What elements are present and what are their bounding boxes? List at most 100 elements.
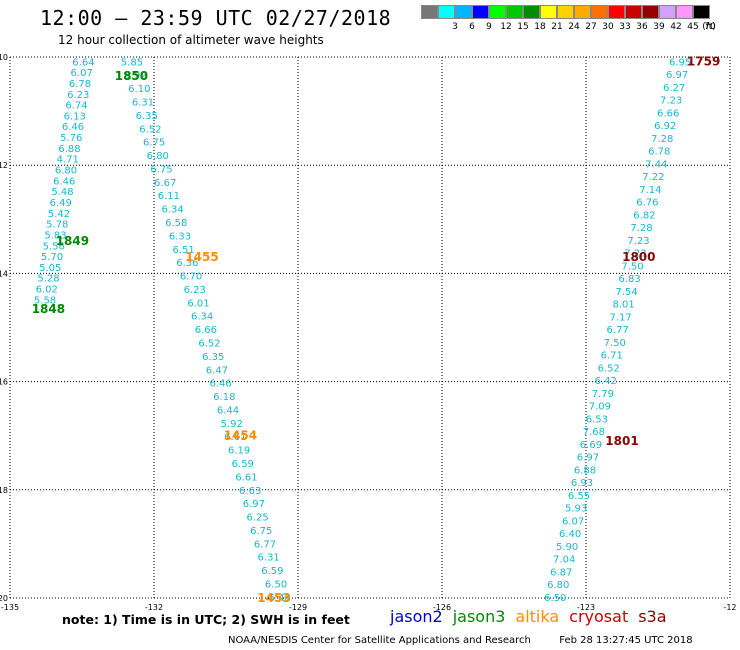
- wave-height-value: 7.04: [553, 555, 575, 566]
- wave-height-value: 6.59: [261, 566, 283, 577]
- page-title: 12:00 — 23:59 UTC 02/27/2018: [40, 6, 392, 30]
- pass-time-label: 1453: [257, 591, 290, 605]
- wave-height-value: 6.19: [228, 446, 250, 457]
- wave-height-value: 5.70: [41, 252, 63, 263]
- lon-tick-label: -12: [723, 603, 736, 612]
- legend-label: 39: [653, 22, 665, 32]
- wave-height-value: 6.18: [213, 392, 235, 403]
- wave-height-value: 6.48: [269, 593, 291, 604]
- wave-height-value: 6.82: [633, 210, 655, 221]
- wave-height-value: 7.23: [660, 96, 682, 107]
- wave-height-value: 5.56: [43, 241, 65, 252]
- footer-timestamp: Feb 28 13:27:45 UTC 2018: [559, 635, 693, 646]
- lat-tick-label: 10: [0, 53, 8, 62]
- wave-height-value: 6.34: [161, 205, 183, 216]
- wave-height-value: 6.36: [176, 258, 198, 269]
- color-legend: 3 6 9 12 15 18 21 24 27 30 33 36 39 42 45 70 (ft): [421, 5, 740, 33]
- wave-height-value: 6.97: [243, 499, 265, 510]
- wave-height-value: 6.76: [636, 198, 658, 209]
- wave-height-value: 6.97: [666, 70, 688, 81]
- wave-height-value: 6.66: [657, 108, 679, 119]
- wave-height-value: 6.53: [586, 414, 608, 425]
- legend-swatch: [659, 5, 676, 19]
- wave-height-value: 6.61: [224, 432, 246, 443]
- axis-ticks: -135 -132 -129 -126 -123 -12 10 12 14 16 18 20: [0, 53, 737, 612]
- wave-height-value: 5.42: [48, 209, 70, 220]
- legend-label: 21: [551, 22, 563, 32]
- lat-tick-label: 20: [0, 594, 8, 603]
- wave-height-value: 7.14: [639, 185, 661, 196]
- wave-height-value: 6.88: [574, 465, 596, 476]
- wave-height-value: 6.52: [139, 124, 161, 135]
- satellite-name: s3a: [638, 607, 667, 626]
- wave-height-value: 6.64: [72, 57, 94, 68]
- wave-height-value: 6.95: [669, 57, 691, 68]
- footer-agency: NOAA/NESDIS Center for Satellite Applica…: [228, 635, 531, 646]
- wave-height-value: 6.59: [232, 459, 254, 470]
- wave-height-value: 6.63: [239, 486, 261, 497]
- wave-height-value: 6.74: [65, 101, 87, 112]
- wave-height-value: 7.50: [604, 338, 626, 349]
- legend-label: 33: [619, 22, 631, 32]
- lon-tick-label: -126: [433, 603, 451, 612]
- legend-swatch: [421, 5, 438, 19]
- legend-swatches: [421, 5, 740, 19]
- wave-height-value: 6.78: [69, 79, 91, 90]
- wave-height-value: 6.27: [663, 83, 685, 94]
- wave-height-value: 6.40: [559, 529, 581, 540]
- legend-swatch: [455, 5, 472, 19]
- wave-height-value: 7.23: [627, 236, 649, 247]
- wave-height-value: 6.31: [258, 553, 280, 564]
- wave-height-value: 7.54: [615, 287, 637, 298]
- page-subtitle: 12 hour collection of altimeter wave hei…: [58, 33, 324, 47]
- map-grid: [9, 56, 731, 599]
- units-note: note: 1) Time is in UTC; 2) SWH is in fe…: [62, 612, 350, 627]
- pass-time-label: 1850: [115, 69, 148, 83]
- wave-height-value: 5.05: [39, 263, 61, 274]
- wave-height-value: 6.69: [580, 440, 602, 451]
- wave-height-value: 5.90: [556, 542, 578, 553]
- lon-tick-label: -132: [145, 603, 163, 612]
- wave-height-value: 7.17: [610, 312, 632, 323]
- wave-height-value: 6.46: [53, 176, 75, 187]
- satellite-tracks: 6.646.076.786.236.746.136.465.766.884.71…: [34, 57, 691, 604]
- legend-label: 36: [636, 22, 648, 32]
- wave-height-value: 6.55: [568, 491, 590, 502]
- wave-height-value: 6.42: [595, 376, 617, 387]
- wave-height-value: 6.70: [180, 272, 202, 283]
- legend-label: 3: [452, 22, 458, 32]
- wave-height-value: 6.87: [550, 567, 572, 578]
- wave-height-value: 6.58: [165, 218, 187, 229]
- wave-height-value: 6.46: [209, 379, 231, 390]
- wave-height-value: 6.35: [202, 352, 224, 363]
- wave-height-value: 6.50: [265, 580, 287, 591]
- pass-time-label: 1454: [224, 429, 257, 443]
- pass-time-labels: 1850 1849 1848 1455 1454 1453 1759 1800 1801: [32, 54, 721, 605]
- wave-height-value: 6.92: [654, 121, 676, 132]
- legend-label: 45: [687, 22, 699, 32]
- satellite-name: jason2: [390, 607, 443, 626]
- wave-height-value: 6.78: [648, 147, 670, 158]
- legend-label: 42: [670, 22, 682, 32]
- legend-label: 27: [585, 22, 597, 32]
- wave-height-value: 6.11: [158, 191, 180, 202]
- wave-height-value: 6.80: [147, 151, 169, 162]
- legend-swatch: [489, 5, 506, 19]
- legend-unit: (ft): [702, 22, 716, 32]
- legend-label: 18: [534, 22, 546, 32]
- wave-height-value: 6.67: [154, 178, 176, 189]
- lat-tick-label: 14: [0, 269, 8, 278]
- wave-height-value: 6.10: [128, 84, 150, 95]
- legend-swatch: [557, 5, 574, 19]
- wave-height-value: 5.92: [221, 419, 243, 430]
- wave-height-value: 6.31: [132, 97, 154, 108]
- legend-label: 15: [517, 22, 529, 32]
- wave-height-value: 6.52: [198, 339, 220, 350]
- legend-label: 24: [568, 22, 580, 32]
- satellite-name: cryosat: [569, 607, 629, 626]
- pass-time-label: 1455: [185, 250, 218, 264]
- legend-label: 70: [704, 22, 716, 32]
- legend-swatch: [438, 5, 455, 19]
- wave-height-value: 4.71: [57, 155, 79, 166]
- wave-height-value: 6.23: [184, 285, 206, 296]
